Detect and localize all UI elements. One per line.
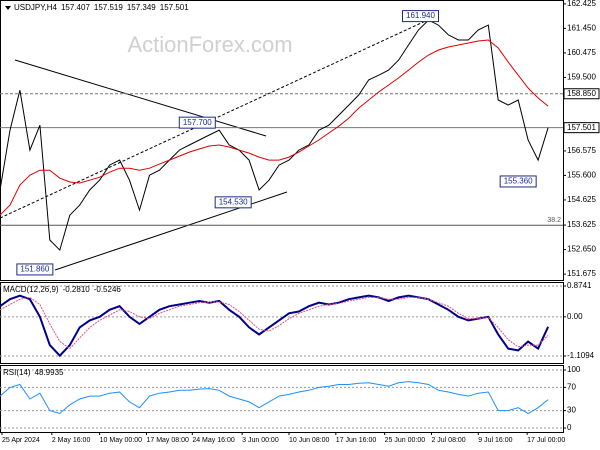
y-tick-label: 0.00 bbox=[567, 312, 583, 321]
panel-title: USDJPY,H4 bbox=[14, 3, 58, 12]
y-tick-label: 30 bbox=[567, 406, 576, 415]
y-tick-label: -1.1094 bbox=[567, 351, 595, 360]
level-box bbox=[563, 122, 600, 134]
x-tick-label: 24 May 16:00 bbox=[192, 437, 235, 444]
series-line bbox=[0, 296, 549, 350]
annotation-box bbox=[16, 263, 54, 276]
series-line bbox=[0, 381, 549, 415]
y-tick-label: 159.500 bbox=[567, 73, 596, 82]
header-value: 157.349 bbox=[127, 3, 156, 12]
y-tick-label: 151.675 bbox=[567, 269, 596, 278]
annotation-label: 155.360 bbox=[504, 177, 533, 186]
y-tick-label: 70 bbox=[567, 383, 576, 392]
x-tick-label: 25 Apr 2024 bbox=[2, 437, 40, 444]
series-line bbox=[0, 294, 550, 358]
level-label: 158.850 bbox=[567, 89, 596, 98]
level-label: 157.501 bbox=[567, 123, 596, 132]
x-tick-label: 17 May 08:00 bbox=[146, 437, 189, 444]
y-tick-label: 161.450 bbox=[567, 24, 596, 33]
panel-header: MACD(12,26,9) -0.2810 -0.5246 bbox=[3, 285, 121, 294]
y-tick-label: 155.600 bbox=[567, 171, 596, 180]
annotation-box bbox=[499, 175, 537, 188]
header-value: 157.407 bbox=[61, 3, 90, 12]
series-line bbox=[0, 19, 549, 252]
series-line bbox=[0, 39, 549, 216]
panel-frame bbox=[0, 282, 564, 364]
trend-line bbox=[14, 59, 267, 137]
channel-line bbox=[0, 17, 433, 219]
x-tick-label: 17 Jun 16:00 bbox=[336, 437, 377, 444]
header-value: 48.9935 bbox=[35, 368, 64, 377]
fib-label: 38.2 bbox=[547, 217, 561, 224]
x-tick-label: 17 Jul 00:00 bbox=[527, 437, 565, 444]
panel-header: RSI(14) 48.9935 bbox=[3, 368, 64, 377]
level-box bbox=[563, 88, 600, 100]
watermark: ActionForex.com bbox=[127, 32, 292, 57]
y-tick-label: 162.425 bbox=[567, 0, 596, 8]
panel-title: MACD(12,26,9) bbox=[3, 285, 59, 294]
header-value: -0.2810 bbox=[63, 285, 91, 294]
x-tick-label: 2 Jul 08:00 bbox=[431, 437, 465, 444]
menu-arrow bbox=[5, 6, 11, 10]
y-tick-label: 100 bbox=[567, 365, 581, 374]
x-tick-label: 10 May 00:00 bbox=[100, 437, 143, 444]
y-tick-label: 0.8741 bbox=[567, 281, 592, 290]
y-tick-label: 0 bbox=[567, 423, 572, 432]
annotation-box bbox=[214, 196, 252, 209]
annotation-box bbox=[178, 116, 216, 129]
header-value: 157.501 bbox=[160, 3, 189, 12]
annotation-label: 157.700 bbox=[183, 118, 212, 127]
panel-header: USDJPY,H4 157.407 157.519 157.349 157.501 bbox=[14, 3, 189, 12]
header-value: 157.519 bbox=[94, 3, 123, 12]
panel-frame bbox=[0, 0, 564, 281]
panel-title: RSI(14) bbox=[3, 368, 31, 377]
annotation-box bbox=[402, 10, 440, 23]
y-tick-label: 160.475 bbox=[567, 48, 596, 57]
y-tick-label: 156.575 bbox=[567, 146, 596, 155]
x-tick-label: 10 Jun 08:00 bbox=[289, 437, 330, 444]
y-tick-label: 153.625 bbox=[567, 220, 596, 229]
x-tick-label: 2 May 16:00 bbox=[52, 437, 91, 444]
y-tick-label: 152.650 bbox=[567, 245, 596, 254]
annotation-label: 151.860 bbox=[20, 265, 49, 274]
x-tick-label: 25 Jun 00:00 bbox=[385, 437, 426, 444]
header-value: -0.5246 bbox=[94, 285, 122, 294]
annotation-label: 161.940 bbox=[406, 11, 435, 20]
x-tick-label: 3 Jun 00:00 bbox=[242, 437, 279, 444]
y-tick-label: 154.625 bbox=[567, 195, 596, 204]
x-tick-label: 9 Jul 16:00 bbox=[478, 437, 512, 444]
panel-frame bbox=[0, 365, 564, 433]
annotation-label: 154.530 bbox=[219, 197, 248, 206]
